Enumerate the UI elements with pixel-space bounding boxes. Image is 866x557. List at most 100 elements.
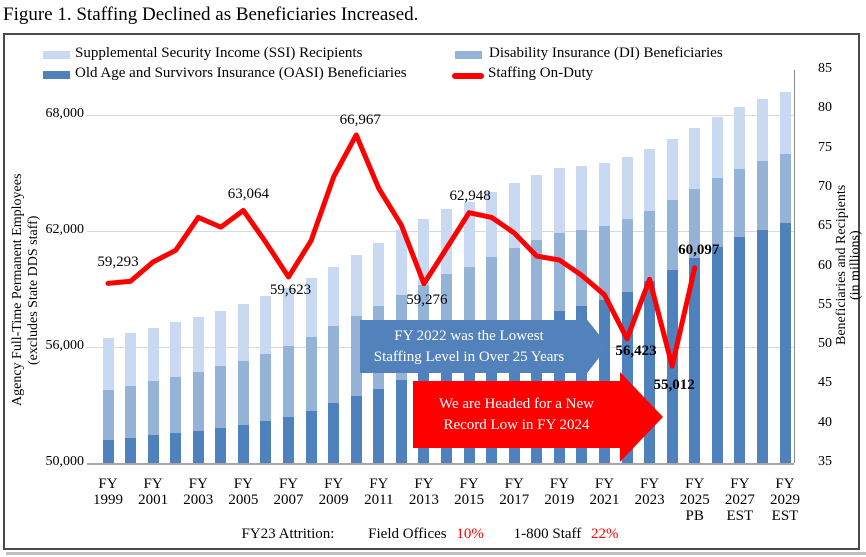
bar-segment-ssi [215, 310, 227, 367]
x-tick-label-2023: FY 2023 [634, 476, 665, 508]
point-label-2007: 59,623 [269, 281, 312, 298]
bar-segment-oasi [147, 435, 159, 463]
field-offices-value: 10% [456, 526, 484, 542]
legend-label-staffing: Staffing On-Duty [488, 65, 594, 81]
right-axis-tick: 85 [818, 61, 832, 76]
bar-segment-oasi [373, 389, 385, 463]
right-axis-tick: 40 [818, 414, 832, 430]
bar-segment-ssi [598, 162, 610, 226]
x-tick-label-2021: FY 2021 [589, 476, 620, 508]
x-tick-label-2019: FY 2019 [544, 476, 575, 508]
bar-segment-oasi [711, 246, 723, 463]
left-axis-tick: 62,000 [45, 222, 85, 237]
bar-segment-di [531, 239, 543, 320]
attrition-prefix: FY23 Attrition: [241, 526, 335, 542]
point-label-1999: 59,293 [97, 254, 139, 271]
left-axis-tick: 68,000 [45, 106, 85, 121]
bar-segment-ssi [373, 242, 385, 306]
bar-segment-oasi [644, 280, 656, 463]
point-label-2022: 56,423 [615, 342, 657, 359]
legend-item-di [455, 51, 482, 59]
right-axis-line [794, 70, 795, 463]
bar-segment-oasi [215, 428, 227, 463]
bar-segment-ssi [553, 168, 565, 233]
bar-segment-oasi [350, 396, 362, 463]
bar-segment-oasi [734, 237, 746, 463]
bar-segment-di [260, 353, 272, 422]
footer-attrition: FY23 Attrition: Field Offices 10% 1-800 … [60, 526, 800, 543]
bar-segment-oasi [666, 269, 678, 463]
bar-segment-ssi [711, 117, 723, 179]
legend-label-di: Disability Insurance (DI) Beneficiaries [489, 45, 723, 61]
field-offices-label: Field Offices [368, 526, 447, 542]
bar-segment-ssi [463, 202, 475, 268]
staffing-line-swatch [452, 73, 484, 79]
bar-segment-di [598, 225, 610, 300]
staff-value: 22% [591, 526, 619, 542]
bar-segment-ssi [734, 106, 746, 170]
bar-segment-di [305, 337, 317, 412]
bar-segment-ssi [237, 304, 249, 361]
bar-segment-oasi [283, 416, 295, 463]
bar-segment-ssi [395, 230, 407, 295]
legend-item-ssi [43, 51, 70, 59]
bar-segment-di [666, 200, 678, 270]
point-label-2015: 62,948 [449, 187, 491, 204]
bar-segment-ssi [779, 92, 791, 155]
ssi-swatch [43, 51, 70, 59]
di-swatch [455, 51, 482, 59]
left-axis-tick: 56,000 [45, 338, 85, 353]
bar-segment-di [237, 360, 249, 426]
bar-segment-ssi [531, 175, 543, 240]
x-tick-label-2017: FY 2017 [499, 476, 530, 508]
bar-segment-ssi [756, 99, 768, 162]
bar-segment-ssi [125, 333, 137, 386]
bar-segment-di [328, 326, 340, 404]
bar-segment-oasi [395, 380, 407, 463]
bar-segment-ssi [418, 219, 430, 286]
bar-segment-oasi [192, 430, 204, 463]
bar-segment-ssi [689, 128, 701, 190]
right-axis-tick: 50 [818, 336, 832, 352]
point-label-2025: 60,097 [678, 241, 720, 258]
figure-title: Figure 1. Staffing Declined as Beneficia… [3, 4, 419, 25]
bar-segment-di [215, 366, 227, 429]
red-arrow-line2: Record Low in FY 2024 [443, 416, 590, 433]
point-label-2005: 63,064 [227, 186, 270, 203]
bar-segment-oasi [170, 433, 182, 463]
gridline [87, 115, 794, 116]
staff-label: 1-800 Staff [513, 526, 582, 542]
right-axis-tick: 45 [818, 375, 832, 391]
legend-label-ssi: Supplemental Security Income (SSI) Recip… [75, 45, 363, 61]
bar-segment-di [553, 232, 565, 312]
right-axis-tick: 60 [818, 257, 832, 273]
point-label-2013: 59,276 [406, 291, 448, 308]
bar-segment-oasi [756, 230, 768, 463]
bar-segment-di [756, 161, 768, 231]
bar-segment-di [621, 219, 633, 292]
bar-segment-oasi [125, 437, 137, 463]
bar-segment-ssi [170, 322, 182, 377]
bar-segment-ssi [621, 157, 633, 220]
right-axis-tick: 70 [818, 178, 832, 194]
blue-arrow-line1: FY 2022 was the Lowest [394, 327, 544, 344]
bar-segment-di [125, 385, 137, 438]
bar-segment-ssi [644, 149, 656, 211]
bar-segment-di [779, 154, 791, 224]
right-axis-tick: 35 [818, 454, 832, 469]
bar-segment-ssi [350, 254, 362, 316]
right-axis-tick: 55 [818, 296, 832, 312]
legend-item-staffing [452, 73, 484, 79]
x-tick-label-1999: FY 1999 [93, 476, 123, 508]
right-axis-tick: 80 [818, 100, 832, 116]
bar-segment-ssi [441, 209, 452, 275]
x-tick-label-2013: FY 2013 [408, 476, 439, 508]
right-axis-tick: 65 [818, 218, 832, 234]
blue-arrow-line2: Staffing Level in Over 25 Years [373, 348, 565, 365]
x-tick-label-2029: FY 2029 EST [770, 476, 800, 524]
x-tick-label-2009: FY 2009 [318, 476, 349, 508]
x-tick-label-2001: FY 2001 [138, 476, 169, 508]
bar-segment-ssi [192, 316, 204, 372]
